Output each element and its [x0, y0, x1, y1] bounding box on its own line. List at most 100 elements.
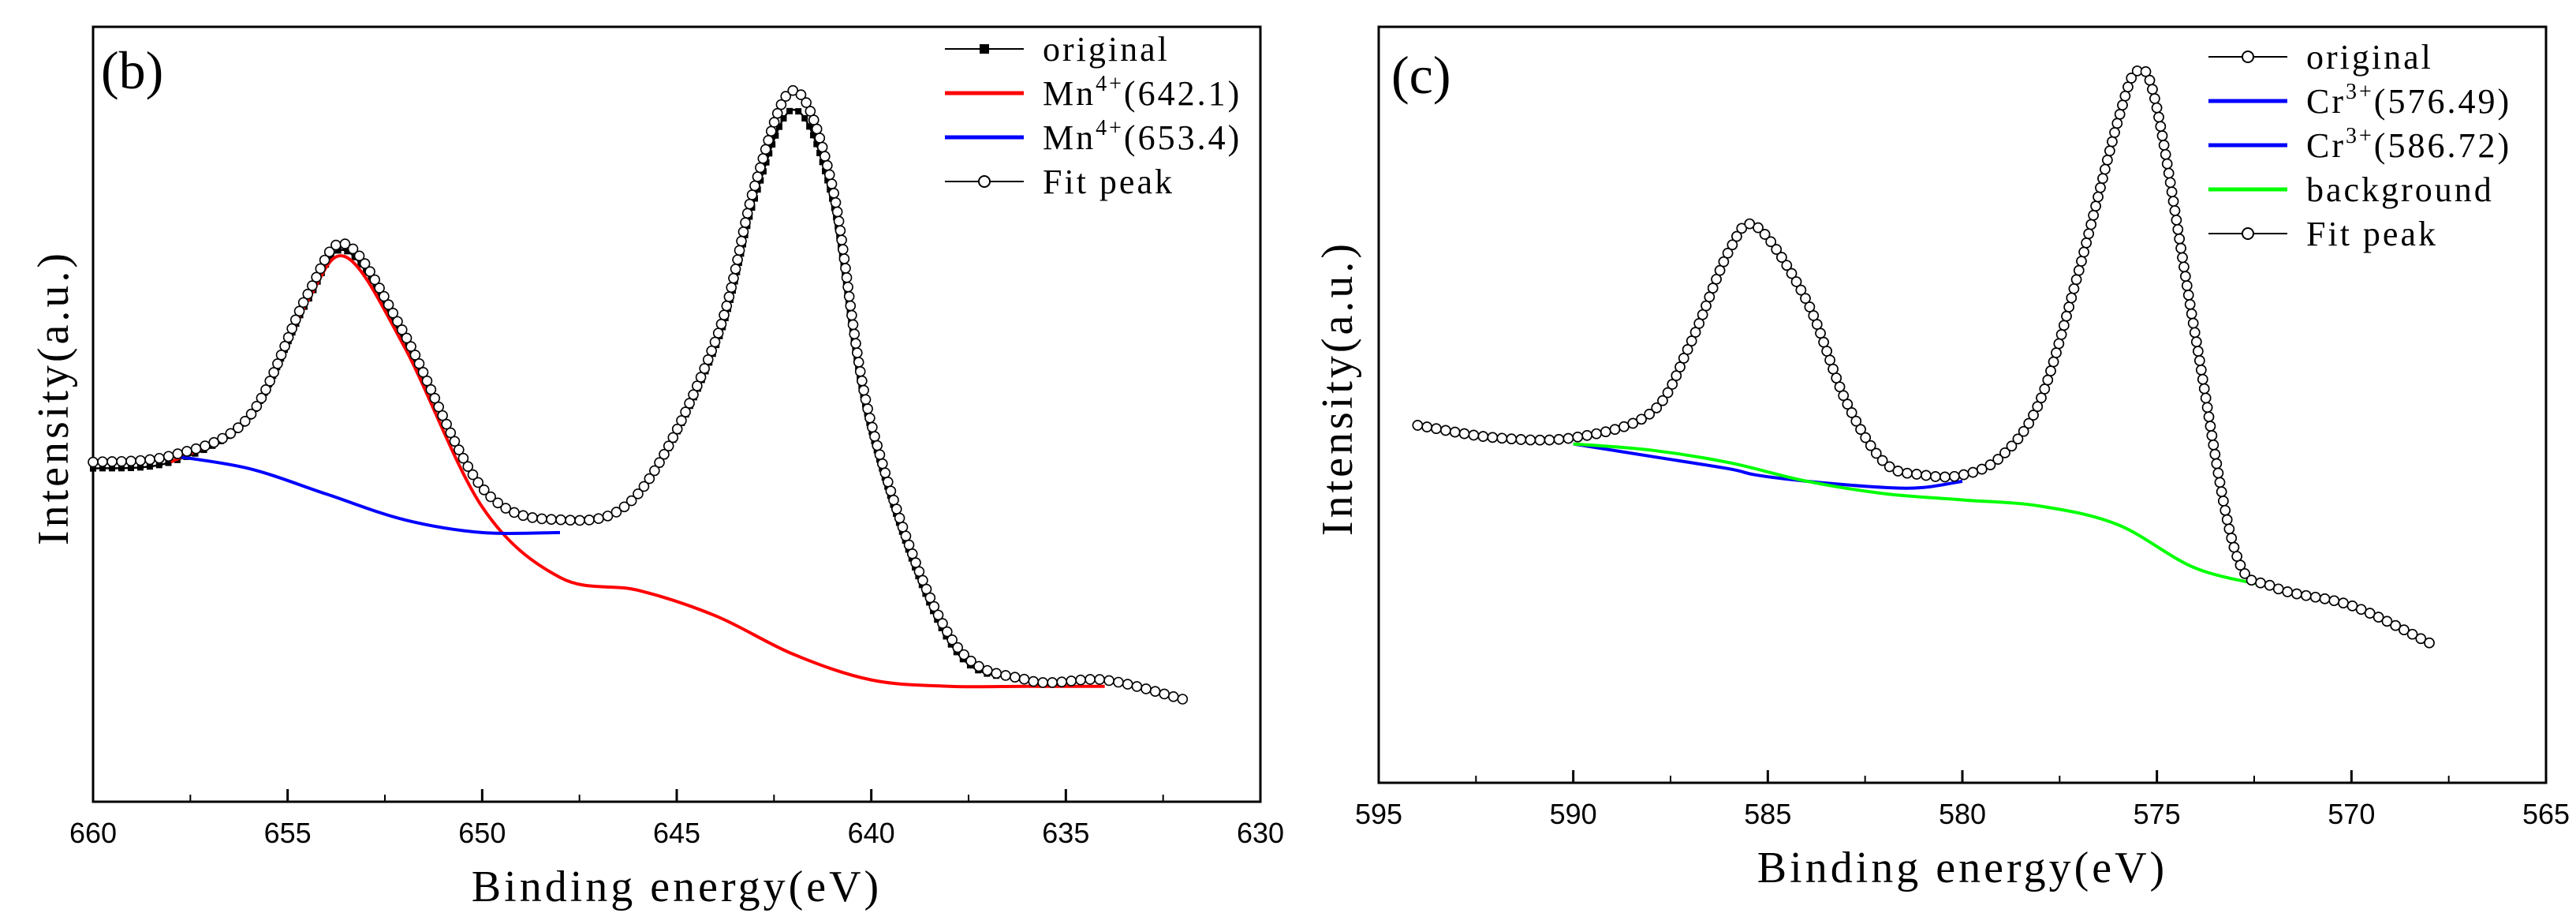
data-point — [2081, 237, 2092, 249]
data-point — [1496, 432, 1508, 444]
data-point — [610, 507, 622, 518]
data-point — [702, 354, 714, 365]
data-point — [2063, 301, 2074, 312]
data-point — [1636, 413, 1647, 425]
data-point — [2051, 347, 2062, 358]
data-point — [667, 432, 679, 443]
data-point — [1786, 268, 1798, 279]
data-point — [2399, 624, 2410, 636]
data-point — [2144, 74, 2156, 86]
y-axis-title-b: Intensity(a.u.) — [29, 250, 78, 545]
data-point — [1618, 421, 1630, 432]
data-point — [602, 511, 614, 522]
data-point — [728, 272, 739, 284]
data-point — [885, 485, 897, 497]
data-point — [2055, 329, 2067, 340]
data-point — [1477, 431, 1489, 442]
legend-item: Fit peak — [945, 163, 1172, 201]
data-point — [1707, 283, 1719, 294]
plot-frame-c — [1377, 25, 2548, 784]
data-point — [245, 408, 257, 420]
data-point — [2070, 274, 2082, 286]
data-point — [706, 345, 717, 357]
data-point — [334, 247, 342, 254]
data-point — [752, 171, 763, 182]
data-point — [819, 151, 831, 162]
legend-item: Fit peak — [2208, 215, 2438, 253]
data-point — [421, 375, 433, 387]
data-point — [2282, 586, 2294, 597]
data-point — [405, 341, 416, 352]
data-point — [441, 418, 452, 430]
data-point — [1449, 426, 1461, 438]
data-point — [353, 250, 365, 262]
data-point — [2053, 338, 2065, 350]
data-point — [2234, 559, 2246, 571]
data-point — [816, 149, 823, 156]
x-tick-label: 640 — [848, 817, 895, 849]
data-point — [1939, 471, 1951, 483]
data-point — [401, 332, 413, 344]
data-point — [769, 140, 776, 148]
data-point — [903, 539, 915, 551]
data-point — [2147, 84, 2158, 95]
data-point — [827, 186, 834, 193]
data-point — [942, 626, 953, 638]
data-point — [478, 485, 490, 496]
legend-label: Fit peak — [2306, 215, 2438, 253]
data-point — [806, 123, 813, 130]
data-point — [2059, 320, 2070, 331]
legend-item: original — [945, 30, 1167, 69]
series-layer-c — [1412, 65, 2435, 649]
data-point — [297, 297, 309, 309]
data-point — [894, 512, 905, 524]
data-point — [732, 254, 743, 265]
data-point — [1930, 471, 1941, 482]
data-point — [2119, 90, 2131, 102]
data-point — [2126, 73, 2137, 84]
data-point — [744, 198, 756, 210]
data-point — [1949, 470, 1960, 482]
data-point — [2223, 523, 2235, 535]
data-point — [2319, 593, 2331, 604]
data-point — [1714, 264, 1726, 276]
data-point — [780, 91, 792, 102]
data-point — [1876, 455, 1888, 466]
data-point — [897, 522, 909, 533]
legend-marker — [978, 175, 991, 188]
data-point — [900, 530, 912, 542]
data-point — [2191, 336, 2202, 348]
data-point — [1736, 223, 1748, 234]
data-point — [1992, 454, 2003, 465]
data-point — [830, 196, 842, 208]
data-point — [771, 107, 783, 119]
data-point — [1412, 420, 1424, 431]
data-point — [850, 338, 861, 350]
data-point — [2109, 127, 2120, 138]
data-point — [2163, 167, 2175, 179]
data-point — [2028, 410, 2039, 421]
data-point — [1591, 428, 1602, 440]
data-point — [1883, 461, 1895, 473]
data-point — [811, 123, 823, 135]
data-point — [1911, 469, 1922, 480]
data-point — [1113, 676, 1124, 688]
data-point — [2006, 440, 2018, 452]
data-point — [2181, 280, 2193, 291]
x-axis-ticks-b: 660 655 650 645 640 635 630 — [69, 789, 1284, 849]
data-point — [409, 350, 421, 361]
legend-item: Mn4+(642.1) — [945, 72, 1239, 113]
data-point — [454, 444, 465, 455]
data-point — [485, 491, 496, 503]
data-point — [1506, 433, 1518, 445]
data-point — [162, 451, 174, 462]
data-point — [1037, 677, 1048, 688]
data-point — [2246, 574, 2257, 586]
data-point — [1704, 291, 1715, 303]
data-point — [1821, 346, 1832, 357]
data-point — [2424, 637, 2435, 649]
panel-label-c: (c) — [1391, 45, 1450, 105]
legend-item: Cr3+(576.49) — [2208, 80, 2509, 121]
data-point — [445, 427, 457, 439]
data-point — [1804, 301, 1816, 312]
